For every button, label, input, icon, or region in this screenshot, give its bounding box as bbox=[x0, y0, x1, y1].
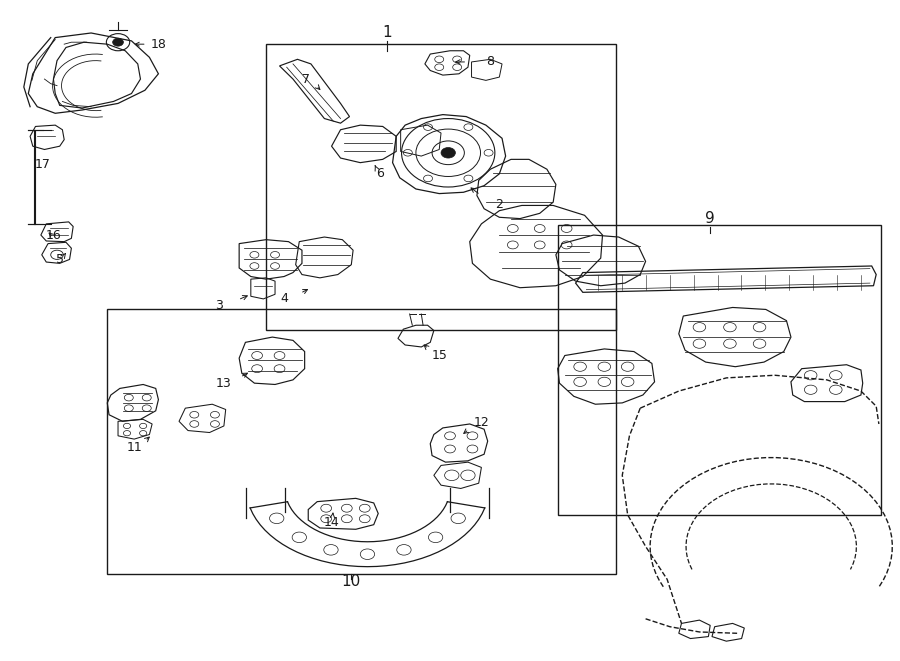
Text: 17: 17 bbox=[35, 158, 50, 171]
Text: 15: 15 bbox=[431, 349, 447, 362]
Text: 18: 18 bbox=[150, 38, 166, 51]
Text: 5: 5 bbox=[56, 253, 64, 266]
Text: 1: 1 bbox=[382, 26, 392, 40]
Bar bbox=[266, 44, 616, 330]
Text: 2: 2 bbox=[495, 198, 503, 211]
Circle shape bbox=[441, 147, 455, 158]
Text: 3: 3 bbox=[214, 299, 222, 312]
Text: 12: 12 bbox=[473, 416, 490, 429]
Circle shape bbox=[112, 38, 123, 46]
Text: 13: 13 bbox=[216, 377, 232, 389]
Text: 10: 10 bbox=[342, 574, 361, 590]
Text: 16: 16 bbox=[46, 229, 61, 241]
Text: 4: 4 bbox=[280, 292, 288, 305]
Text: 14: 14 bbox=[324, 516, 339, 529]
Text: 6: 6 bbox=[376, 167, 384, 180]
Text: 11: 11 bbox=[126, 441, 142, 454]
Text: 7: 7 bbox=[302, 73, 310, 85]
Text: 9: 9 bbox=[706, 211, 716, 226]
Bar bbox=[107, 309, 616, 574]
Bar bbox=[558, 225, 881, 515]
Text: 8: 8 bbox=[486, 56, 494, 69]
